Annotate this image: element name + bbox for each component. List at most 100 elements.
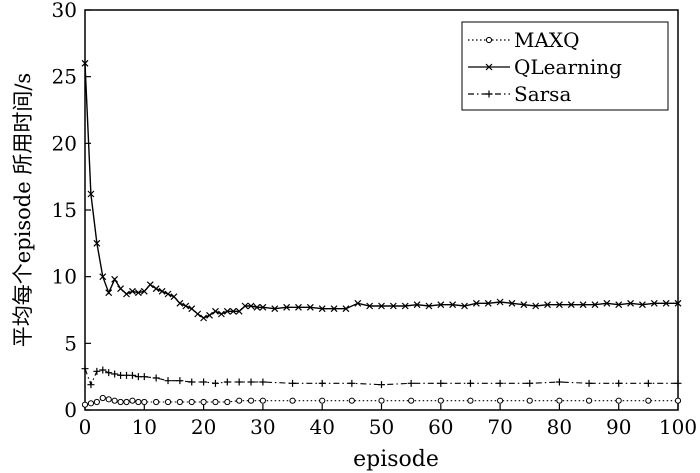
data-point [472, 299, 480, 307]
data-point [236, 397, 243, 404]
data-point [253, 303, 261, 311]
data-point [140, 287, 148, 295]
data-point [615, 397, 622, 404]
data-point [153, 398, 160, 406]
data-point [461, 302, 468, 310]
data-point [389, 302, 397, 310]
data-point [140, 373, 148, 381]
data-point [229, 307, 237, 315]
series-qlearning [81, 59, 682, 322]
data-point [152, 374, 160, 382]
data-point [496, 298, 504, 306]
data-point [93, 239, 101, 247]
data-point [520, 301, 528, 309]
legend-marker [485, 36, 493, 44]
data-point [378, 381, 385, 389]
data-point [627, 299, 634, 307]
data-point [319, 397, 326, 404]
x-tick-label: 0 [79, 415, 92, 439]
legend-box [461, 21, 669, 111]
data-point [330, 305, 338, 313]
data-point [105, 369, 113, 377]
x-axis: 0 10 20 30 40 50 60 70 80 90 100 [79, 404, 697, 439]
data-point [259, 378, 267, 386]
data-point [129, 287, 136, 295]
data-point [212, 307, 219, 315]
y-axis-label: 平均每个episode 所用时间/s [11, 73, 35, 347]
data-point [378, 302, 385, 310]
data-point [223, 307, 231, 315]
data-point [241, 302, 249, 310]
data-point [366, 302, 374, 310]
data-point [99, 273, 107, 281]
data-point [555, 378, 563, 386]
data-point [235, 307, 243, 315]
data-point [532, 302, 540, 310]
data-point [111, 275, 119, 283]
data-point [134, 289, 142, 297]
legend-label: MAXQ [514, 28, 580, 52]
y-tick-label: 15 [52, 198, 77, 222]
data-point [200, 398, 207, 406]
data-point [585, 379, 593, 387]
series-maxq [81, 394, 682, 408]
data-point [200, 378, 208, 386]
x-tick-label: 10 [132, 415, 157, 439]
data-point [650, 299, 658, 307]
data-point [105, 396, 112, 403]
x-tick-label: 60 [428, 415, 453, 439]
data-point [194, 310, 202, 318]
data-point [235, 378, 243, 386]
legend: MAXQ QLearning Sarsa [461, 21, 669, 111]
data-point [259, 397, 266, 404]
data-point [247, 378, 255, 386]
data-point [188, 398, 195, 406]
data-point [348, 379, 356, 387]
data-point [544, 301, 551, 309]
data-point [176, 398, 183, 406]
data-point [674, 379, 682, 387]
x-tick-label: 40 [309, 415, 334, 439]
data-point [93, 398, 100, 406]
y-tick-label: 30 [52, 0, 77, 22]
data-point [117, 398, 124, 406]
data-point [134, 373, 142, 381]
data-point [556, 397, 563, 404]
legend-label: Sarsa [514, 82, 571, 106]
data-point [123, 398, 130, 406]
data-point [508, 299, 516, 307]
legend-marker [485, 63, 493, 71]
data-point [408, 397, 415, 404]
data-point [99, 366, 107, 374]
data-point [318, 305, 326, 313]
data-point [141, 398, 148, 406]
data-point [283, 303, 291, 311]
data-point [615, 379, 623, 387]
data-point [413, 301, 421, 309]
data-point [603, 299, 611, 307]
data-point [271, 305, 279, 313]
data-point [615, 301, 623, 309]
data-point [497, 397, 504, 404]
data-point [164, 398, 172, 406]
data-point [176, 299, 184, 307]
data-point [348, 397, 355, 404]
data-point [644, 379, 652, 387]
data-point [579, 301, 587, 309]
data-point [484, 299, 492, 307]
data-point [378, 397, 385, 404]
data-point [182, 302, 190, 310]
data-point [211, 379, 219, 387]
data-point [401, 302, 409, 310]
data-point [407, 379, 415, 387]
data-point [437, 301, 445, 309]
data-point [496, 379, 504, 387]
data-point [81, 59, 89, 67]
data-point [449, 301, 457, 309]
data-point [425, 302, 433, 310]
data-point [176, 377, 184, 385]
data-point [200, 314, 208, 322]
data-point [342, 305, 350, 313]
data-point [152, 285, 160, 293]
